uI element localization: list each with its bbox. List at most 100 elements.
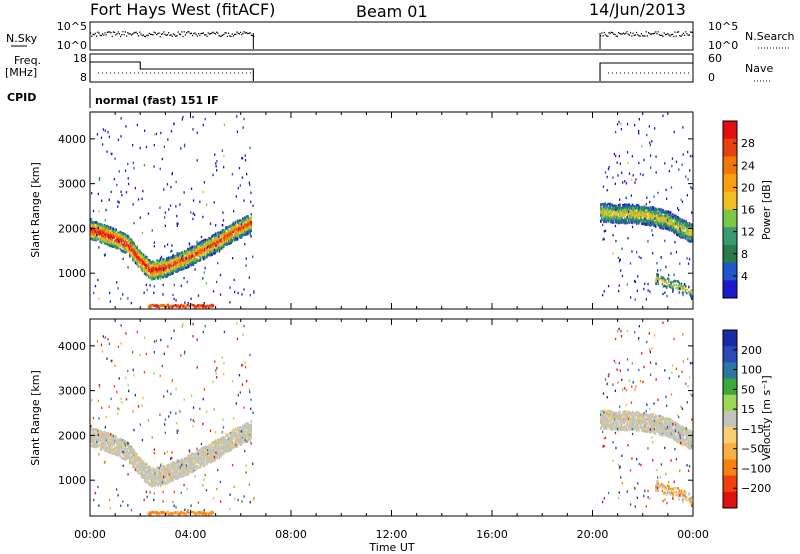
nsky-point <box>123 33 125 36</box>
power-cell <box>99 229 102 233</box>
power-cell <box>647 222 650 225</box>
nsky-point <box>619 32 621 35</box>
power-cell <box>654 217 656 220</box>
power-cell <box>634 280 637 284</box>
power-cell <box>638 212 640 215</box>
power-cell <box>691 295 693 298</box>
power-cell <box>236 238 239 241</box>
power-cell <box>93 222 95 225</box>
nsky-point <box>109 31 111 33</box>
power-cell <box>116 281 118 284</box>
power-cell <box>188 259 190 262</box>
power-cell <box>202 258 205 261</box>
power-cell <box>215 165 217 168</box>
nsky-point <box>668 34 670 36</box>
velocity-cell <box>118 442 121 446</box>
nsky-point <box>243 31 245 33</box>
velocity-cell <box>92 436 94 439</box>
power-cell <box>206 252 208 255</box>
power-cell <box>182 116 184 119</box>
power-cell <box>206 240 208 243</box>
power-cell <box>220 241 223 244</box>
power-cell <box>639 220 641 223</box>
power-cell <box>224 233 226 236</box>
power-cell <box>114 229 116 233</box>
power-cell <box>607 206 609 210</box>
power-cell <box>243 222 245 225</box>
nsky-point <box>183 31 185 33</box>
power-cell <box>690 237 693 241</box>
power-cell <box>242 227 244 230</box>
power-cell <box>124 247 127 251</box>
power-cell <box>120 297 122 300</box>
power-cell <box>670 219 673 222</box>
power-cell <box>645 213 647 216</box>
power-cell <box>196 259 199 263</box>
velocity-cell <box>138 467 141 470</box>
nsky-point <box>100 34 102 37</box>
power-cell <box>676 217 678 221</box>
power-cell <box>633 206 636 209</box>
nsky-point <box>688 34 690 36</box>
power-cell <box>210 240 212 243</box>
velocity-cell <box>111 441 113 444</box>
velocity-cell <box>104 437 107 440</box>
power-cell <box>242 223 244 227</box>
power-cell <box>142 261 145 264</box>
power-cell <box>670 225 673 228</box>
power-cell <box>143 262 146 265</box>
nsky-point <box>646 35 648 37</box>
velocity-cell <box>137 472 140 475</box>
power-cell <box>160 131 162 135</box>
power-cell <box>169 269 171 272</box>
power-cell <box>111 230 113 234</box>
power-cell <box>662 222 664 225</box>
power-cell <box>211 248 213 251</box>
nsky-point <box>246 32 248 34</box>
power-cell <box>626 212 628 215</box>
velocity-cell <box>100 433 103 436</box>
power-cell <box>185 262 187 265</box>
power-cell <box>200 250 203 254</box>
power-cell <box>649 213 652 216</box>
nsky-point <box>180 33 182 36</box>
power-cell <box>691 187 693 190</box>
power-cell <box>195 257 198 261</box>
power-cell <box>639 215 641 219</box>
power-cell <box>160 261 163 265</box>
nsky-point <box>667 33 669 35</box>
power-cell <box>145 266 148 270</box>
power-cell <box>206 249 208 253</box>
power-cell <box>164 211 167 214</box>
power-cell <box>670 227 673 230</box>
power-cell <box>220 232 223 236</box>
velocity-cell <box>91 428 93 432</box>
power-cell <box>660 276 663 279</box>
velocity-cell <box>135 469 137 472</box>
power-cell <box>137 258 140 262</box>
nsky-point <box>171 35 173 37</box>
velocity-cell <box>131 462 133 465</box>
power-cell <box>93 231 95 234</box>
power-cell <box>638 219 640 222</box>
velocity-cell <box>106 440 109 443</box>
power-cell <box>662 114 664 117</box>
power-cell <box>102 128 104 131</box>
power-cell <box>163 268 166 272</box>
power-cell <box>193 256 195 259</box>
power-cell <box>97 226 99 230</box>
nsky-point <box>620 33 622 35</box>
nsky-point <box>252 34 254 37</box>
power-cell <box>207 245 209 249</box>
power-cell <box>677 234 679 237</box>
power-cell <box>181 256 183 260</box>
power-cell <box>94 221 96 224</box>
power-cell <box>610 219 613 223</box>
power-cell <box>234 290 236 294</box>
power-cell <box>173 297 175 301</box>
power-cell <box>181 254 184 257</box>
power-cell <box>618 216 620 219</box>
power-cell <box>627 218 630 221</box>
velocity-cell <box>131 455 133 458</box>
power-cell <box>133 248 135 252</box>
